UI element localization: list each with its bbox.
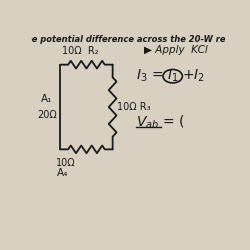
Text: 10Ω: 10Ω	[56, 158, 76, 168]
Text: $V_{ab}$ = (: $V_{ab}$ = (	[136, 114, 185, 131]
Text: 20Ω: 20Ω	[37, 110, 57, 120]
Text: $+ I_2$: $+ I_2$	[182, 68, 205, 84]
Text: 10Ω R₃: 10Ω R₃	[118, 102, 151, 112]
Text: ▶ Apply  KCl: ▶ Apply KCl	[144, 46, 208, 56]
Text: $I_1$: $I_1$	[167, 68, 178, 84]
Text: A₄: A₄	[56, 168, 68, 178]
Text: tude of the potential difference across the 20-W resistor sho: tude of the potential difference across …	[0, 35, 250, 44]
Text: 10Ω  R₂: 10Ω R₂	[62, 46, 99, 56]
Text: A₁: A₁	[41, 94, 52, 104]
Text: $I_3$ =: $I_3$ =	[136, 68, 163, 84]
